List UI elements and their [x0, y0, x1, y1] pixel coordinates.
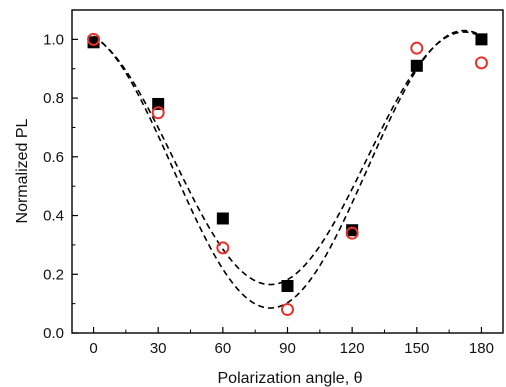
y-axis-label: Normalized PL	[14, 118, 31, 223]
fit-curves	[93, 29, 482, 309]
circle-point	[474, 56, 488, 70]
y-tick-label: 0.6	[43, 149, 64, 166]
square-point	[346, 224, 359, 237]
fit-curve-1	[93, 31, 482, 286]
x-tick-label: 60	[215, 340, 232, 357]
x-tick-label: 150	[404, 340, 429, 357]
x-axis-label: Polarization angle, θ	[218, 370, 363, 387]
y-axis-ticks: 0.0 0.2 0.4 0.6 0.8 1.0	[43, 31, 78, 342]
square-point	[410, 59, 423, 72]
y-tick-label: 0.2	[43, 266, 64, 283]
circle-point	[410, 41, 424, 55]
square-point	[87, 36, 100, 49]
fit-curve-2	[93, 29, 482, 309]
x-axis-ticks: 0 30 60 90 120 150 180	[89, 327, 494, 357]
x-tick-label: 30	[150, 340, 167, 357]
x-tick-label: 90	[279, 340, 296, 357]
x-tick-label: 180	[469, 340, 494, 357]
x-tick-label: 120	[340, 340, 365, 357]
y-tick-label: 1.0	[43, 31, 64, 48]
square-point	[216, 212, 229, 225]
y-tick-label: 0.4	[43, 208, 64, 225]
circle-point	[216, 241, 230, 255]
y-tick-label: 0.0	[43, 325, 64, 342]
square-point	[475, 33, 488, 46]
circle-point	[151, 106, 165, 120]
circle-point	[281, 303, 294, 317]
circle-point	[87, 32, 101, 46]
y-tick-label: 0.8	[43, 90, 64, 107]
circle-point	[345, 226, 359, 240]
square-point	[152, 97, 165, 110]
square-point	[281, 280, 294, 293]
data-points	[87, 32, 488, 317]
x-tick-label: 0	[89, 340, 97, 357]
